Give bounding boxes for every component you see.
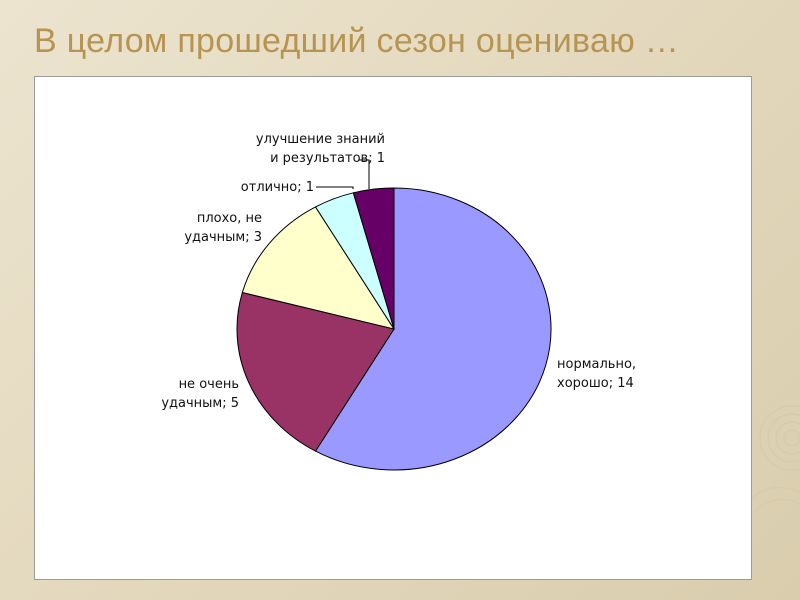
pie-chart: нормально, хорошо; 14 не очень удачным; 5 пл…: [161, 132, 636, 471]
slice-label-3: плохо, не удачным; 3: [184, 211, 262, 245]
slice-label-2: не очень удачным; 5: [161, 377, 239, 411]
pie-slice-5: [352, 187, 395, 330]
pie-slice-2: [236, 291, 395, 452]
leader-line-5: [359, 159, 370, 189]
chart-panel: нормально, хорошо; 14 не очень удачным; 5 пл…: [34, 76, 752, 580]
pie-slice-1: [314, 187, 552, 471]
decorative-swirl: [749, 405, 800, 513]
slice-label-5: улучшение знаний и результатов; 1: [256, 132, 385, 166]
leader-line-4: [316, 186, 354, 189]
slide-title: В целом прошедший сезон оцениваю …: [34, 22, 680, 60]
slice-label-1: нормально, хорошо; 14: [557, 357, 636, 391]
slice-label-4: отлично; 1: [241, 180, 314, 195]
pie-slice-3: [241, 206, 396, 330]
pie-slices: [236, 187, 552, 471]
